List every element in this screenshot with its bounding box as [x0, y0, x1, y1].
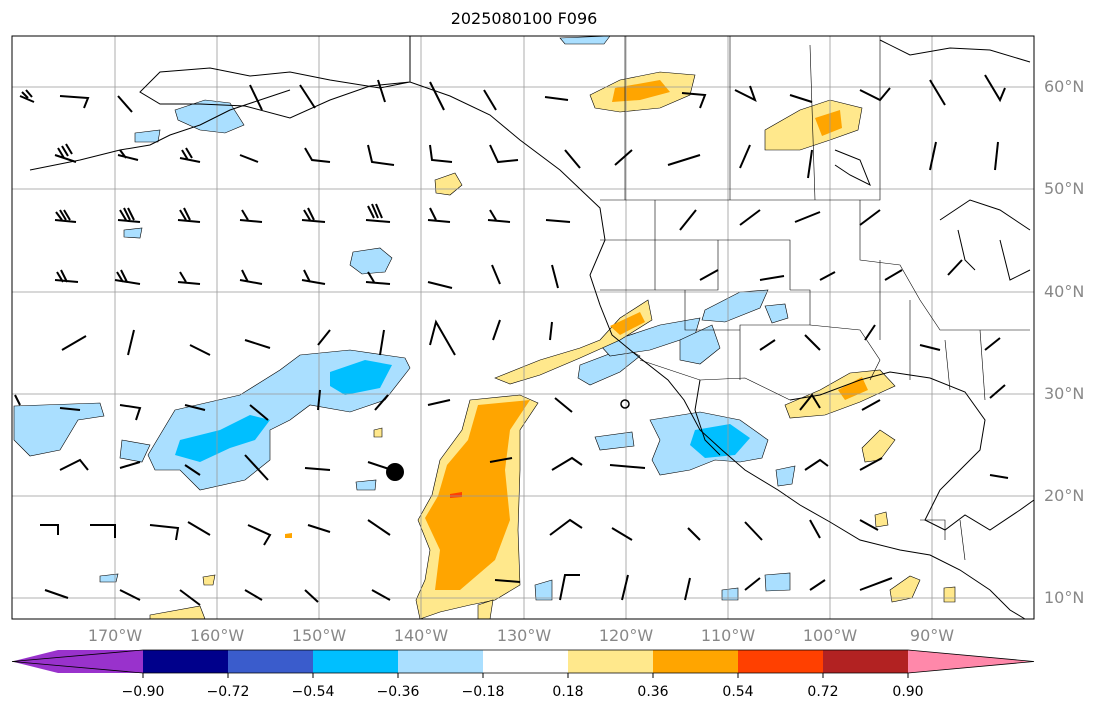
colorbar-extend-low [12, 650, 143, 673]
colorbar-segment [398, 650, 483, 673]
colorbar-tick-label: 0.72 [807, 684, 839, 700]
colorbar-segment [313, 650, 398, 673]
map-gridlines [12, 36, 1034, 619]
lon-label: 160°W [189, 626, 245, 645]
colorbar-extend-high [908, 650, 1034, 673]
map-plot-area [11, 35, 1035, 620]
colorbar-tick-label: −0.54 [291, 684, 335, 700]
colorbar-tick-label: 0.90 [892, 684, 924, 700]
colorbar-segment [143, 650, 228, 673]
lon-label: 120°W [598, 626, 654, 645]
lon-label: 100°W [802, 626, 858, 645]
colorbar-segment [483, 650, 568, 673]
lon-label: 170°W [87, 626, 143, 645]
colorbar-tick-label: 0.18 [552, 684, 584, 700]
colorbar-segment [228, 650, 313, 673]
colorbar-tick-label: −0.90 [121, 684, 165, 700]
lat-label: 30°N [1044, 384, 1085, 403]
wind-barbs [14, 74, 1009, 606]
lon-label: 110°W [700, 626, 756, 645]
positive-anomaly-shading [149, 71, 956, 620]
coastlines [29, 36, 1035, 620]
lat-label: 10°N [1044, 588, 1085, 607]
colorbar-tick-label: −0.18 [461, 684, 505, 700]
map-title: 2025080100 F096 [450, 9, 598, 28]
colorbar-segment [823, 650, 908, 673]
colorbar-segment [568, 650, 653, 673]
lat-label: 50°N [1044, 179, 1085, 198]
secondary-point-marker [620, 399, 630, 409]
colorbar-tick-label: −0.36 [376, 684, 420, 700]
lon-label: 90°W [909, 626, 955, 645]
negative-anomaly-shading [13, 35, 796, 601]
colorbar-tick-label: 0.36 [637, 684, 669, 700]
lon-label: 140°W [393, 626, 449, 645]
colorbar [11, 649, 1035, 678]
colorbar-tick-label: 0.54 [722, 684, 754, 700]
lat-label: 20°N [1044, 486, 1085, 505]
lat-label: 60°N [1044, 77, 1085, 96]
colorbar-segment [653, 650, 738, 673]
lat-label: 40°N [1044, 282, 1085, 301]
political-borders [600, 36, 1030, 561]
storm-center-marker [386, 463, 404, 481]
lon-label: 150°W [291, 626, 347, 645]
colorbar-tick-label: −0.72 [206, 684, 250, 700]
lon-label: 130°W [496, 626, 552, 645]
colorbar-segment [738, 650, 823, 673]
